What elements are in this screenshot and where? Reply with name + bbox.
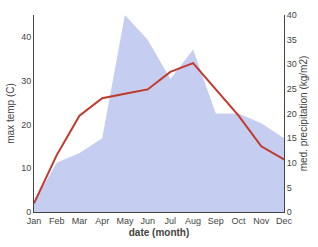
svg-text:Sep: Sep: [208, 216, 224, 226]
svg-text:30: 30: [21, 76, 31, 86]
svg-text:0: 0: [26, 207, 31, 217]
svg-text:Jun: Jun: [140, 216, 155, 226]
svg-text:0: 0: [287, 207, 292, 217]
svg-text:40: 40: [21, 32, 31, 42]
svg-text:Jul: Jul: [165, 216, 177, 226]
svg-text:Apr: Apr: [95, 216, 109, 226]
svg-text:40: 40: [287, 10, 297, 20]
svg-text:med. precipitation (kg/m2): med. precipitation (kg/m2): [298, 56, 309, 172]
svg-text:Dec: Dec: [276, 216, 293, 226]
svg-text:20: 20: [287, 109, 297, 119]
svg-text:35: 35: [287, 35, 297, 45]
svg-text:Oct: Oct: [232, 216, 247, 226]
svg-text:Nov: Nov: [253, 216, 270, 226]
svg-text:Feb: Feb: [49, 216, 65, 226]
svg-text:30: 30: [287, 59, 297, 69]
svg-text:Aug: Aug: [185, 216, 201, 226]
svg-text:5: 5: [287, 183, 292, 193]
svg-text:25: 25: [287, 84, 297, 94]
svg-text:May: May: [116, 216, 134, 226]
svg-text:max temp (C): max temp (C): [5, 83, 16, 144]
svg-text:15: 15: [287, 133, 297, 143]
svg-text:Mar: Mar: [72, 216, 88, 226]
svg-text:10: 10: [287, 158, 297, 168]
svg-text:10: 10: [21, 163, 31, 173]
svg-text:20: 20: [21, 120, 31, 130]
svg-text:Jan: Jan: [27, 216, 42, 226]
svg-text:date (month): date (month): [129, 227, 190, 238]
